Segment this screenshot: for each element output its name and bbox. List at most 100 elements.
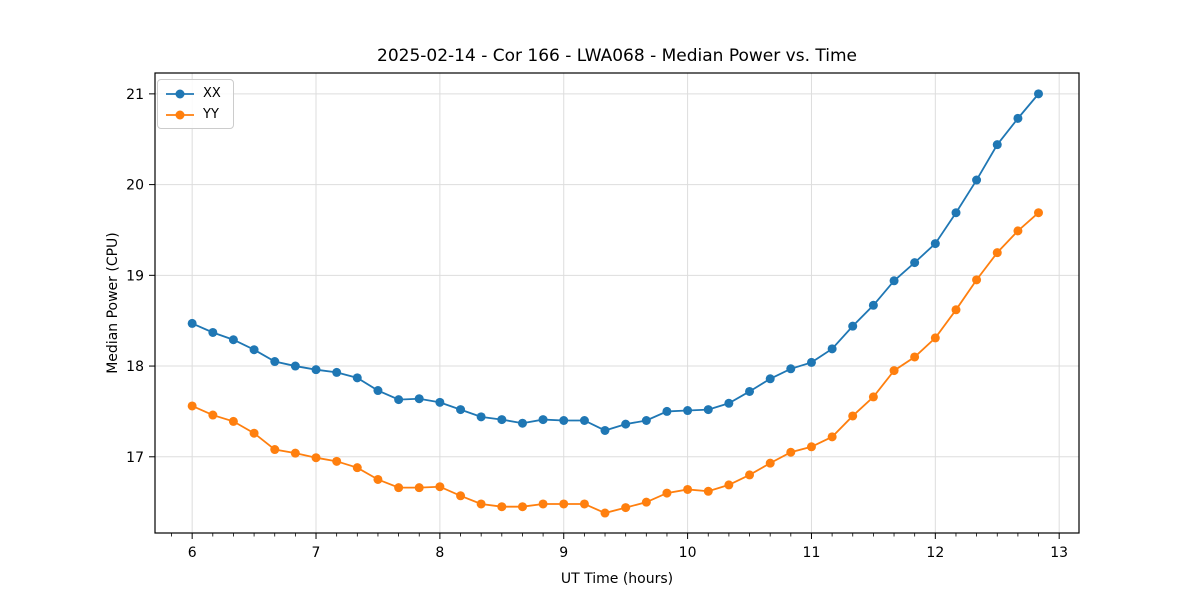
series-xx-marker xyxy=(889,276,899,286)
legend-label-xx: XX xyxy=(203,86,221,101)
series-xx-marker xyxy=(786,364,796,374)
series-xx-marker xyxy=(641,415,651,425)
series-yy-marker xyxy=(745,470,755,480)
series-yy-marker xyxy=(497,502,507,512)
x-tick-label: 12 xyxy=(926,545,944,561)
series-xx-marker xyxy=(332,367,342,377)
series-xx-marker xyxy=(745,386,755,396)
series-yy-marker xyxy=(538,499,548,509)
x-tick-label: 8 xyxy=(435,545,444,561)
x-tick-label: 6 xyxy=(188,545,197,561)
series-yy-line xyxy=(191,212,1040,514)
series-xx-marker xyxy=(992,140,1002,150)
series-xx-marker xyxy=(579,415,589,425)
series-yy-marker xyxy=(765,458,775,468)
series-xx-marker xyxy=(352,373,362,383)
series-yy-marker xyxy=(290,448,300,458)
series-yy-marker xyxy=(786,447,796,457)
series-xx-marker xyxy=(765,374,775,384)
series-yy-marker xyxy=(414,483,424,493)
series-xx-marker xyxy=(868,300,878,310)
plot-border xyxy=(154,72,1080,534)
series-xx-marker xyxy=(290,361,300,371)
series-yy-marker xyxy=(311,453,321,463)
series-yy-marker xyxy=(910,352,920,362)
series-xx-marker xyxy=(600,425,610,435)
series-yy-marker xyxy=(683,484,693,494)
series-xx-marker xyxy=(414,394,424,404)
legend-marker-xx xyxy=(175,89,185,98)
series-yy-marker xyxy=(662,488,672,498)
legend-label-yy: YY xyxy=(203,107,219,122)
x-tick-label: 10 xyxy=(679,545,697,561)
legend-marker-yy xyxy=(175,110,185,119)
y-tick-label: 18 xyxy=(126,359,144,375)
x-tick-label: 9 xyxy=(559,545,568,561)
series-yy-marker xyxy=(187,401,197,411)
y-tick-label: 20 xyxy=(126,178,144,194)
series-xx-marker xyxy=(476,412,486,422)
series-yy-marker xyxy=(703,486,713,496)
series-xx-marker xyxy=(435,397,445,407)
series-yy-marker xyxy=(332,456,342,466)
series-yy-marker xyxy=(579,499,589,509)
series-yy-marker xyxy=(868,392,878,402)
series-yy-marker xyxy=(1013,226,1023,236)
x-axis-label: UT Time (hours) xyxy=(560,571,674,587)
series-xx-marker xyxy=(456,405,466,415)
series-yy-marker xyxy=(517,502,527,512)
series-xx-marker xyxy=(827,344,837,354)
series-yy-marker xyxy=(476,499,486,509)
series-yy-marker xyxy=(394,483,404,493)
chart-title: 2025-02-14 - Cor 166 - LWA068 - Median P… xyxy=(377,46,857,66)
series-xx-marker xyxy=(208,327,218,337)
y-tick-label: 21 xyxy=(126,87,144,103)
series-yy-marker xyxy=(435,482,445,492)
series-xx-marker xyxy=(394,395,404,405)
series-xx-marker xyxy=(951,208,961,218)
legend-swatch-xx-icon xyxy=(166,89,194,98)
series-xx-marker xyxy=(517,418,527,428)
x-tick-label: 7 xyxy=(312,545,321,561)
series-yy-marker xyxy=(992,248,1002,258)
series-yy-marker xyxy=(208,410,218,420)
series-yy-marker xyxy=(827,432,837,442)
series-yy-marker xyxy=(559,499,569,509)
series-yy-marker xyxy=(972,275,982,285)
series-yy-marker xyxy=(352,463,362,473)
series-yy-marker xyxy=(373,474,383,484)
series-xx-marker xyxy=(1033,89,1043,99)
series-yy-marker xyxy=(228,416,238,426)
series-yy-marker xyxy=(456,491,466,501)
series-xx-marker xyxy=(270,357,280,367)
series-xx-marker xyxy=(187,318,197,328)
series-yy-marker xyxy=(1033,208,1043,218)
series-xx-marker xyxy=(972,175,982,185)
series-xx-marker xyxy=(559,415,569,425)
series-xx-marker xyxy=(373,386,383,396)
y-axis-label: Median Power (CPU) xyxy=(105,232,121,374)
legend-swatch-yy-icon xyxy=(166,110,194,119)
series-yy-marker xyxy=(848,411,858,421)
series-yy-marker xyxy=(930,333,940,343)
series-yy-marker xyxy=(951,305,961,315)
series-xx-marker xyxy=(497,415,507,425)
series-xx-marker xyxy=(683,406,693,416)
x-tick-label: 13 xyxy=(1050,545,1068,561)
series-xx-marker xyxy=(538,415,548,425)
series-xx-marker xyxy=(703,405,713,415)
series-xx-marker xyxy=(910,258,920,268)
series-yy-marker xyxy=(270,445,280,455)
series-xx-marker xyxy=(228,335,238,345)
series-yy-marker xyxy=(724,480,734,490)
series-xx-marker xyxy=(1013,113,1023,123)
series-yy-marker xyxy=(249,428,259,438)
legend: XX YY xyxy=(157,79,234,129)
y-tick-label: 17 xyxy=(126,450,144,466)
series-xx-marker xyxy=(724,398,734,408)
series-xx-marker xyxy=(848,321,858,331)
series-yy-marker xyxy=(641,497,651,507)
series-xx-marker xyxy=(621,419,631,429)
legend-item-xx: XX xyxy=(165,84,221,103)
